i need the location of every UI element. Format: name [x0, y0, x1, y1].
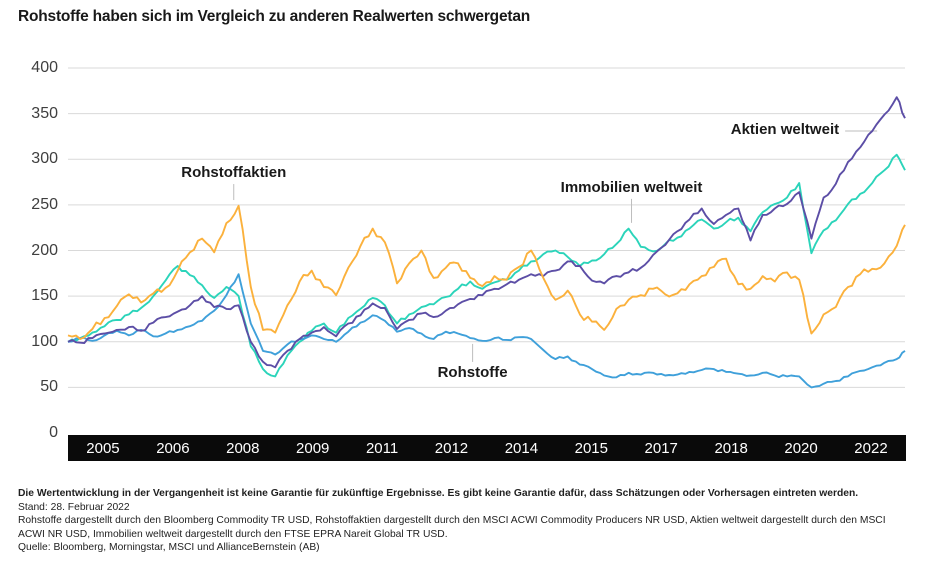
y-tick-label: 250	[31, 195, 58, 213]
x-tick-label: 2012	[434, 439, 469, 457]
gridlines	[68, 67, 905, 388]
x-tick-label: 2022	[854, 439, 888, 457]
x-tick-label: 2017	[644, 439, 678, 457]
series-line-immobilien-weltweit	[67, 153, 906, 378]
x-tick-label: 2011	[365, 439, 399, 457]
series-line-rohstoffaktien	[67, 204, 906, 340]
series-line-aktien-weltweit	[67, 96, 906, 369]
footnotes: Die Wertentwicklung in der Vergangenheit…	[18, 487, 912, 555]
x-tick-label: 2020	[784, 439, 818, 457]
footnote-disclaimer: Die Wertentwicklung in der Vergangenheit…	[18, 488, 859, 499]
x-axis-band: 2005 2006 2008 2009 2011 2012 2014 2015 2017 2018…	[68, 435, 906, 461]
x-tick-label: 2015	[574, 439, 608, 457]
page-title: Rohstoffe haben sich im Vergleich zu and…	[18, 8, 531, 25]
y-tick-label: 0	[49, 424, 58, 441]
y-tick-label: 350	[31, 104, 58, 122]
annotation-callout-lines	[233, 130, 878, 362]
footnote-stand: Stand: 28. Februar 2022	[18, 501, 130, 513]
y-tick-label: 200	[31, 241, 58, 259]
footnote-quelle: Quelle: Bloomberg, Morningstar, MSCI und…	[18, 542, 320, 554]
x-tick-label: 2018	[714, 439, 748, 457]
x-tick-label: 2005	[86, 439, 120, 457]
y-tick-label: 150	[31, 287, 58, 305]
series-line-rohstoffe	[67, 273, 906, 389]
footnote-description: Rohstoffe dargestellt durch den Bloomber…	[18, 515, 886, 540]
x-tick-label: 2008	[226, 439, 260, 457]
series-lines	[67, 96, 906, 389]
annotation-label-aktien-weltweit: Aktien weltweit	[730, 120, 840, 138]
annotation-label-rohstoffaktien: Rohstoffaktien	[181, 164, 287, 182]
y-tick-label: 400	[31, 59, 58, 76]
y-tick-label: 300	[31, 150, 58, 168]
x-tick-label: 2014	[504, 439, 539, 457]
y-tick-label: 50	[40, 378, 58, 396]
annotation-label-immobilien-weltweit: Immobilien weltweit	[560, 178, 703, 196]
annotation-label-rohstoffe: Rohstoffe	[437, 363, 508, 381]
x-tick-label: 2009	[296, 439, 330, 457]
line-chart	[67, 67, 906, 389]
x-tick-label: 2006	[156, 439, 190, 457]
y-tick-label: 100	[31, 332, 58, 350]
